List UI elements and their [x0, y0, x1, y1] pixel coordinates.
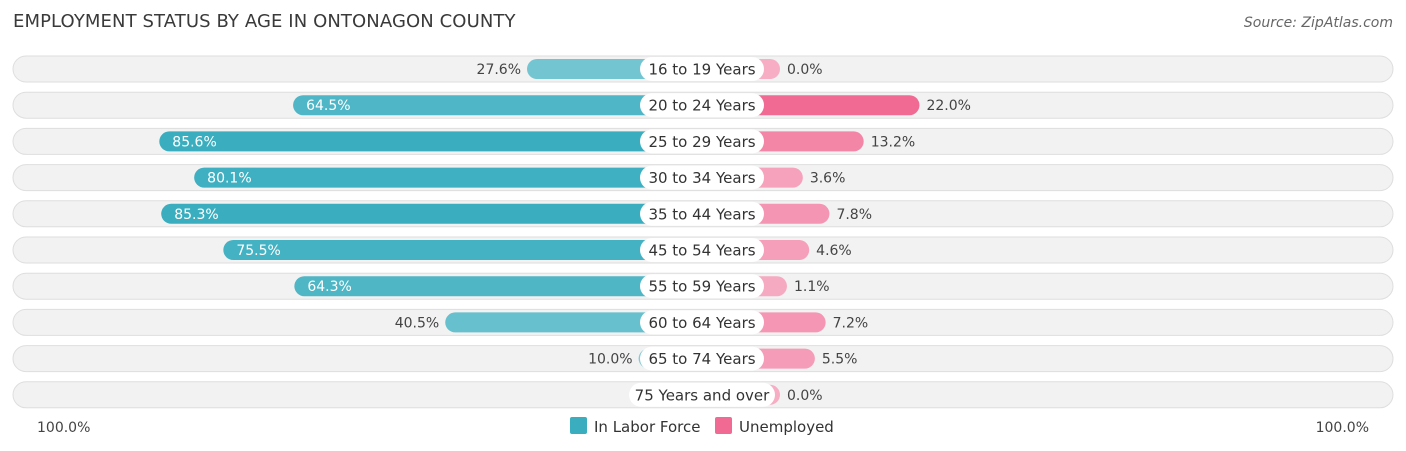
axis-label-left: 100.0%	[37, 420, 90, 436]
category-label-30-to-34-years: 30 to 34 Years	[648, 169, 755, 187]
value-label-unemployed-60-to-64-years: 7.2%	[833, 315, 869, 331]
category-pill-35-to-44-years	[640, 201, 764, 226]
category-label-25-to-29-years: 25 to 29 Years	[648, 133, 755, 151]
bar-labor-force-45-to-54-years	[223, 240, 712, 260]
value-label-unemployed-75-years-and-over: 0.0%	[787, 388, 823, 404]
value-label-unemployed-35-to-44-years: 7.8%	[836, 207, 872, 223]
value-label-labor-force-20-to-24-years: 64.5%	[306, 98, 350, 114]
bar-labor-force-55-to-59-years	[294, 276, 712, 297]
value-label-labor-force-35-to-44-years: 85.3%	[174, 207, 218, 223]
value-label-unemployed-65-to-74-years: 5.5%	[822, 352, 858, 368]
chart-source: Source: ZipAtlas.com	[1243, 15, 1393, 31]
category-pill-65-to-74-years	[640, 346, 764, 371]
category-label-75-years-and-over: 75 Years and over	[635, 386, 770, 404]
category-label-16-to-19-years: 16 to 19 Years	[648, 61, 755, 79]
bar-labor-force-30-to-34-years	[194, 167, 712, 188]
value-label-labor-force-25-to-29-years: 85.6%	[172, 134, 216, 150]
legend-label-in-labor-force: In Labor Force	[594, 418, 700, 436]
legend-label-unemployed: Unemployed	[739, 418, 834, 436]
legend-swatch-unemployed	[715, 417, 732, 434]
category-label-35-to-44-years: 35 to 44 Years	[648, 205, 755, 223]
value-label-labor-force-60-to-64-years: 40.5%	[395, 315, 439, 331]
category-pill-16-to-19-years	[640, 57, 764, 81]
legend-swatch-in-labor-force	[570, 417, 587, 434]
category-label-65-to-74-years: 65 to 74 Years	[648, 350, 755, 368]
category-label-60-to-64-years: 60 to 64 Years	[648, 314, 755, 332]
value-label-labor-force-65-to-74-years: 10.0%	[588, 352, 632, 368]
value-label-unemployed-55-to-59-years: 1.1%	[794, 279, 830, 295]
value-label-unemployed-25-to-29-years: 13.2%	[871, 134, 915, 150]
value-label-unemployed-16-to-19-years: 0.0%	[787, 62, 823, 78]
bar-labor-force-25-to-29-years	[159, 131, 712, 152]
bar-labor-force-20-to-24-years	[293, 95, 712, 116]
category-pill-60-to-64-years	[640, 310, 764, 335]
category-pill-30-to-34-years	[640, 165, 764, 190]
chart-title: EMPLOYMENT STATUS BY AGE IN ONTONAGON CO…	[13, 11, 516, 32]
value-label-unemployed-20-to-24-years: 22.0%	[926, 98, 970, 114]
category-pill-75-years-and-over	[629, 382, 775, 407]
category-label-45-to-54-years: 45 to 54 Years	[648, 242, 755, 260]
axis-label-right: 100.0%	[1316, 420, 1369, 436]
value-label-unemployed-30-to-34-years: 3.6%	[810, 171, 846, 187]
bar-labor-force-35-to-44-years	[161, 203, 712, 224]
category-label-20-to-24-years: 20 to 24 Years	[648, 97, 755, 115]
value-label-unemployed-45-to-54-years: 4.6%	[816, 243, 852, 259]
value-label-labor-force-16-to-19-years: 27.6%	[477, 62, 521, 78]
category-pill-25-to-29-years	[640, 129, 764, 154]
value-label-labor-force-45-to-54-years: 75.5%	[236, 243, 280, 259]
value-label-labor-force-55-to-59-years: 64.3%	[307, 279, 351, 295]
category-pill-55-to-59-years	[640, 274, 764, 299]
value-label-labor-force-30-to-34-years: 80.1%	[207, 171, 251, 187]
category-pill-45-to-54-years	[640, 238, 764, 262]
category-label-55-to-59-years: 55 to 59 Years	[648, 278, 755, 296]
category-pill-20-to-24-years	[640, 93, 764, 118]
